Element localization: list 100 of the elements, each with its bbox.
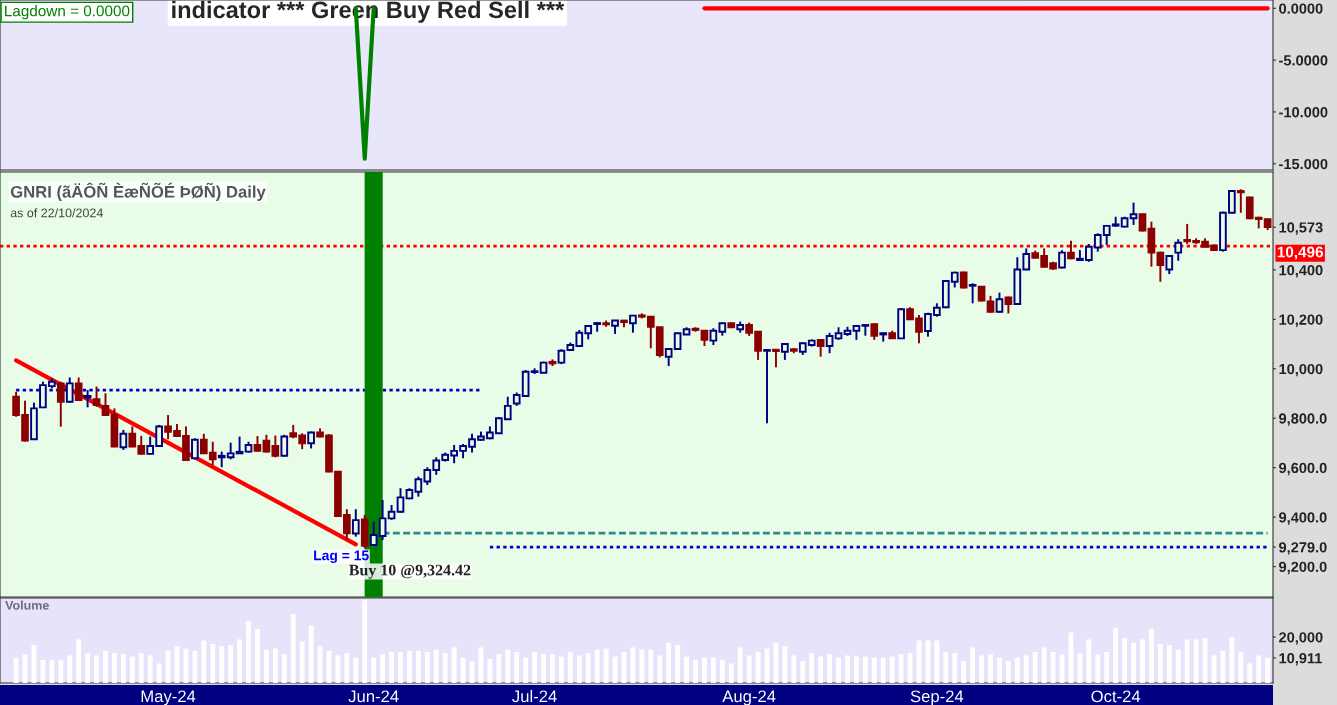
bar bbox=[836, 657, 841, 683]
bar bbox=[1202, 638, 1208, 683]
candlestick bbox=[763, 348, 771, 425]
bar bbox=[862, 656, 868, 683]
bar bbox=[1229, 637, 1235, 683]
bar bbox=[934, 640, 940, 683]
bar bbox=[1148, 629, 1154, 683]
candlestick bbox=[65, 376, 74, 404]
bar bbox=[666, 642, 672, 683]
bar bbox=[156, 663, 162, 683]
bar bbox=[701, 657, 707, 683]
bar bbox=[67, 655, 73, 683]
bar bbox=[558, 656, 564, 683]
bar bbox=[1265, 657, 1271, 683]
bar bbox=[433, 649, 439, 683]
bar bbox=[1005, 661, 1011, 683]
bar bbox=[1041, 647, 1047, 683]
candlestick bbox=[1165, 254, 1174, 276]
bar bbox=[451, 647, 457, 683]
candlestick bbox=[56, 380, 65, 428]
bar bbox=[541, 654, 546, 683]
bar bbox=[1104, 651, 1110, 683]
x-tick-label: Oct-24 bbox=[1091, 690, 1141, 703]
candlestick bbox=[772, 348, 780, 369]
x-tick-label: Sep-24 bbox=[910, 690, 964, 705]
x-tick-label: Jul-24 bbox=[512, 689, 557, 703]
x-tick-label: Jun-24 bbox=[348, 690, 399, 703]
bar bbox=[523, 657, 529, 683]
bar bbox=[362, 600, 368, 683]
bar bbox=[871, 657, 877, 683]
candlestick bbox=[92, 385, 101, 408]
candlestick bbox=[351, 508, 360, 538]
bar bbox=[272, 648, 278, 683]
bar bbox=[487, 658, 493, 683]
bar bbox=[925, 640, 931, 683]
bar bbox=[1140, 639, 1145, 683]
annotation: Lag = 15 bbox=[314, 550, 369, 564]
bar bbox=[183, 648, 189, 683]
ref-line-label: 10,496 bbox=[1277, 246, 1323, 260]
bar bbox=[630, 647, 636, 683]
bar bbox=[103, 650, 108, 683]
bar bbox=[818, 656, 824, 683]
annotation: Lagdown = 0.0000 bbox=[5, 5, 130, 20]
candlestick bbox=[1174, 238, 1183, 262]
bar bbox=[612, 656, 618, 683]
bar bbox=[192, 650, 198, 683]
bar bbox=[1193, 639, 1199, 683]
bar bbox=[281, 654, 287, 683]
bar bbox=[76, 639, 82, 683]
bar bbox=[49, 660, 55, 683]
bar bbox=[237, 639, 243, 683]
bar bbox=[907, 653, 913, 683]
bar bbox=[478, 647, 484, 683]
bar bbox=[406, 650, 412, 683]
bar bbox=[1032, 651, 1038, 683]
bar bbox=[505, 649, 511, 683]
bar bbox=[737, 647, 743, 683]
bar bbox=[585, 653, 591, 683]
bar bbox=[800, 661, 806, 683]
bar bbox=[684, 656, 690, 683]
y-tick-label: 20,000 bbox=[1279, 632, 1323, 645]
bar bbox=[889, 656, 895, 683]
bar bbox=[970, 647, 976, 683]
bar bbox=[1157, 643, 1163, 683]
bar bbox=[675, 645, 681, 683]
bar bbox=[576, 655, 582, 683]
bar bbox=[138, 653, 144, 683]
bar bbox=[746, 655, 752, 683]
y-tick-label: 9,600.0 bbox=[1279, 462, 1327, 476]
bar bbox=[111, 653, 117, 683]
bar bbox=[120, 654, 126, 683]
bar bbox=[728, 663, 734, 683]
bar bbox=[255, 629, 260, 683]
bar bbox=[398, 651, 403, 683]
bar bbox=[1247, 663, 1253, 683]
candlestick bbox=[825, 331, 834, 355]
bar bbox=[880, 657, 886, 683]
bar bbox=[1122, 638, 1128, 683]
bar bbox=[773, 642, 779, 683]
bar bbox=[648, 649, 654, 683]
bar bbox=[460, 657, 466, 683]
bar bbox=[988, 654, 993, 683]
bar bbox=[13, 657, 19, 683]
bar bbox=[210, 643, 216, 683]
bar bbox=[853, 656, 859, 683]
bar bbox=[228, 645, 234, 683]
bar bbox=[1220, 650, 1226, 683]
y-tick-label: 10,400 bbox=[1279, 265, 1323, 278]
bar bbox=[809, 653, 815, 683]
y-tick-label: -5.0000 bbox=[1279, 55, 1328, 66]
y-tick-label: 10,200 bbox=[1279, 314, 1323, 327]
bar bbox=[85, 653, 91, 683]
bar bbox=[898, 654, 904, 683]
bar bbox=[943, 651, 949, 683]
x-tick-label: May-24 bbox=[141, 690, 196, 705]
text: as of 22/10/2024 bbox=[10, 208, 103, 218]
y-tick-label: 9,279.0 bbox=[1279, 542, 1327, 555]
bar bbox=[58, 660, 64, 683]
bar bbox=[219, 646, 225, 683]
bar bbox=[639, 649, 645, 683]
